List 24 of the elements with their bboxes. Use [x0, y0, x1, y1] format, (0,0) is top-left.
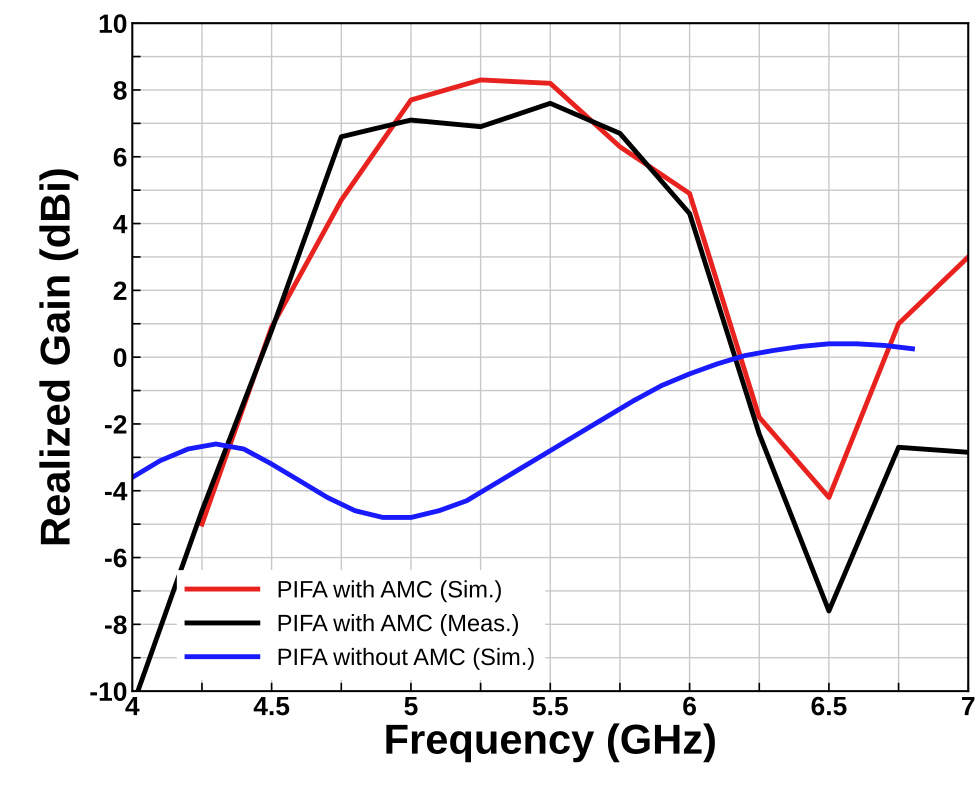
x-tick-label: 5 [404, 696, 418, 716]
y-tick-label: 4 [113, 214, 128, 234]
y-tick-label: 6 [114, 148, 126, 167]
y-tick-label: 0 [114, 348, 126, 367]
y-axis-title: Realized Gain (dBi) [39, 169, 78, 544]
y-tick-label: -6 [105, 548, 126, 568]
x-tick-label: 4 [125, 696, 140, 716]
x-axis-title: Frequency (GHz) [386, 723, 715, 762]
y-tick-label: -10 [90, 682, 126, 701]
x-tick-label: 5.5 [532, 696, 568, 716]
y-tick-label: -4 [105, 482, 128, 500]
legend-label: PIFA without AMC (Sim.) [278, 648, 534, 670]
x-tick-label: 6.5 [812, 696, 847, 716]
x-tick-label: 6 [683, 696, 696, 716]
legend-label: PIFA with AMC (Sim.) [278, 580, 501, 602]
y-tick-label: 8 [114, 81, 127, 100]
y-tick-label: 10 [100, 14, 126, 33]
y-tick-label: -2 [105, 415, 126, 434]
y-tick-label: -8 [105, 615, 127, 634]
x-tick-label: 7 [962, 696, 974, 716]
y-tick-label: 2 [114, 281, 126, 300]
legend-label: PIFA with AMC (Meas.) [278, 614, 518, 636]
x-tick-label: 4.5 [254, 696, 290, 716]
line-series [132, 341, 915, 520]
